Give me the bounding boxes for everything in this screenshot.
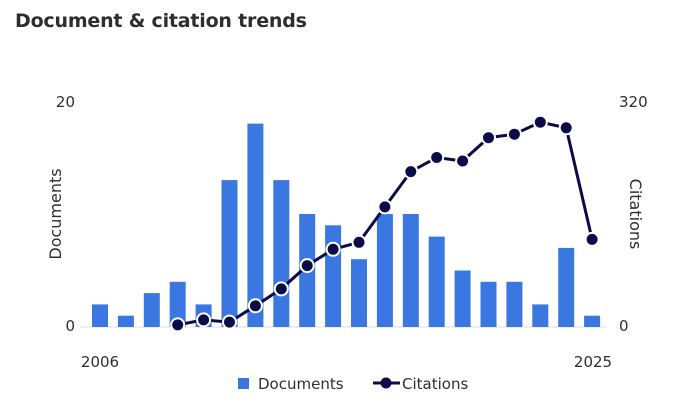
documents-bar-2025 [584, 315, 601, 327]
documents-bar-2007 [117, 315, 134, 327]
documents-bar-2017 [376, 214, 393, 327]
documents-bar-2019 [428, 236, 445, 327]
legend-citations-label: Citations [402, 375, 468, 393]
legend: Documents Citations [238, 375, 468, 393]
chart-title: Document & citation trends [15, 10, 307, 32]
documents-bar-2013 [273, 180, 290, 327]
legend-documents-label: Documents [258, 375, 344, 393]
citations-point-2010 [196, 312, 212, 328]
citations-point-2018 [403, 164, 419, 180]
legend-citations-marker [380, 377, 392, 389]
y-left-axis-title: Documents [46, 168, 65, 259]
citations-points [170, 114, 600, 333]
documents-bars [92, 123, 601, 327]
citations-point-2020 [455, 153, 471, 169]
citations-point-2024 [558, 120, 574, 136]
y-right-axis-title: Citations [626, 179, 645, 250]
citations-point-2019 [429, 150, 445, 165]
citations-point-2017 [377, 199, 393, 215]
citations-point-2011 [222, 314, 237, 330]
citations-point-2015 [325, 241, 341, 257]
documents-bar-2022 [506, 281, 523, 327]
x-tick-end: 2025 [574, 353, 612, 371]
citations-point-2013 [273, 281, 289, 297]
documents-bar-2020 [454, 270, 471, 327]
documents-bar-2008 [143, 293, 160, 327]
y-right-tick-bottom: 0 [619, 317, 629, 335]
documents-bar-2015 [325, 225, 342, 327]
documents-bar-2016 [351, 259, 367, 327]
citations-point-2016 [351, 234, 367, 250]
citations-point-2014 [299, 258, 315, 274]
y-left-tick-bottom: 0 [65, 317, 75, 335]
documents-bar-2024 [558, 247, 575, 327]
citations-point-2022 [506, 126, 522, 142]
y-left-tick-top: 20 [56, 93, 75, 111]
citations-point-2009 [170, 317, 186, 333]
citations-point-2012 [247, 298, 263, 314]
citations-point-2023 [532, 114, 548, 130]
citations-point-2021 [481, 130, 496, 146]
citations-point-2025 [584, 231, 600, 247]
documents-bar-2023 [532, 304, 549, 327]
documents-bar-2012 [247, 123, 264, 327]
documents-bar-2021 [480, 281, 497, 327]
documents-bar-2009 [169, 281, 186, 327]
documents-bar-2018 [402, 214, 419, 327]
x-tick-start: 2006 [81, 353, 119, 371]
y-right-tick-top: 320 [619, 93, 648, 111]
documents-bar-2006 [92, 304, 108, 327]
legend-documents-swatch [238, 378, 249, 389]
documents-bar-2011 [221, 180, 238, 327]
